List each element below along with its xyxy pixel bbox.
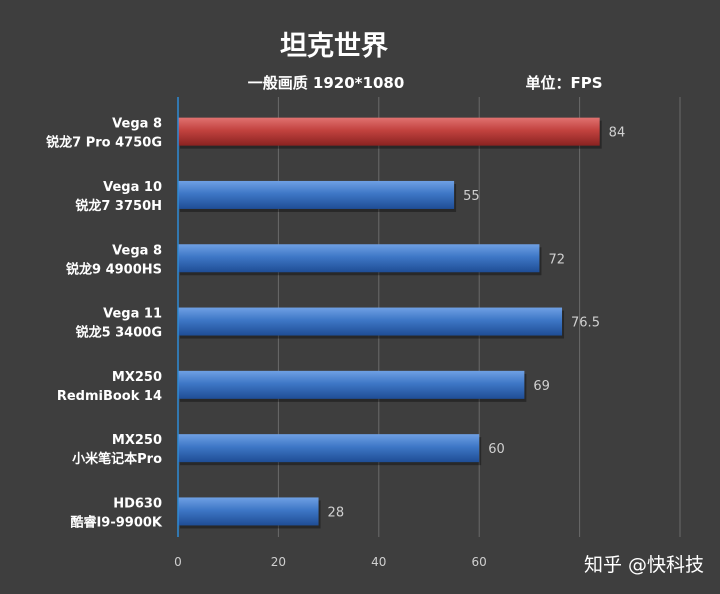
bar [178, 307, 563, 336]
bar [178, 370, 525, 399]
watermark: 知乎 @快科技 [584, 554, 704, 576]
bar [178, 244, 540, 273]
x-tick-labels: 0 20 40 60 [174, 555, 487, 569]
category-label: HD630 [113, 496, 162, 511]
data-label: 69 [533, 379, 550, 394]
chart-title: 坦克世界 [280, 30, 388, 62]
chart-subtitle: 一般画质 1920*1080 [248, 74, 405, 92]
x-tick-label: 0 [174, 555, 182, 569]
data-label: 55 [463, 189, 480, 204]
data-label: 28 [328, 505, 345, 520]
category-label: 小米笔记本Pro [72, 451, 162, 467]
category-label: 锐龙9 4900HS [66, 261, 162, 277]
bar [178, 117, 600, 146]
bars [178, 117, 602, 529]
unit-label: 单位：FPS [525, 74, 602, 92]
x-tick-label: 60 [472, 555, 487, 569]
category-label: 锐龙5 3400G [76, 325, 162, 341]
data-label: 72 [548, 252, 565, 267]
x-tick-label: 40 [371, 555, 386, 569]
category-label: MX250 [112, 433, 162, 448]
category-labels: Vega 8 锐龙7 Pro 4750G Vega 10 锐龙7 3750H Vega … [46, 117, 163, 531]
data-label: 60 [488, 442, 505, 457]
category-label: MX250 [112, 370, 162, 385]
bar [178, 434, 480, 463]
bar [178, 180, 455, 209]
data-label: 84 [609, 126, 626, 141]
category-label: 锐龙7 3750H [75, 198, 162, 214]
bar [178, 497, 319, 526]
category-label: RedmiBook 14 [57, 389, 162, 404]
category-label: Vega 10 [103, 180, 162, 195]
category-label: 酷睿I9-9900K [70, 514, 162, 530]
category-label: 锐龙7 Pro 4750G [46, 135, 162, 151]
value-labels: 84 55 72 76.5 69 60 28 [328, 126, 626, 521]
x-tick-label: 20 [271, 555, 286, 569]
category-label: Vega 11 [103, 307, 162, 322]
data-label: 76.5 [571, 316, 600, 331]
category-label: Vega 8 [112, 243, 162, 258]
category-label: Vega 8 [112, 117, 162, 132]
